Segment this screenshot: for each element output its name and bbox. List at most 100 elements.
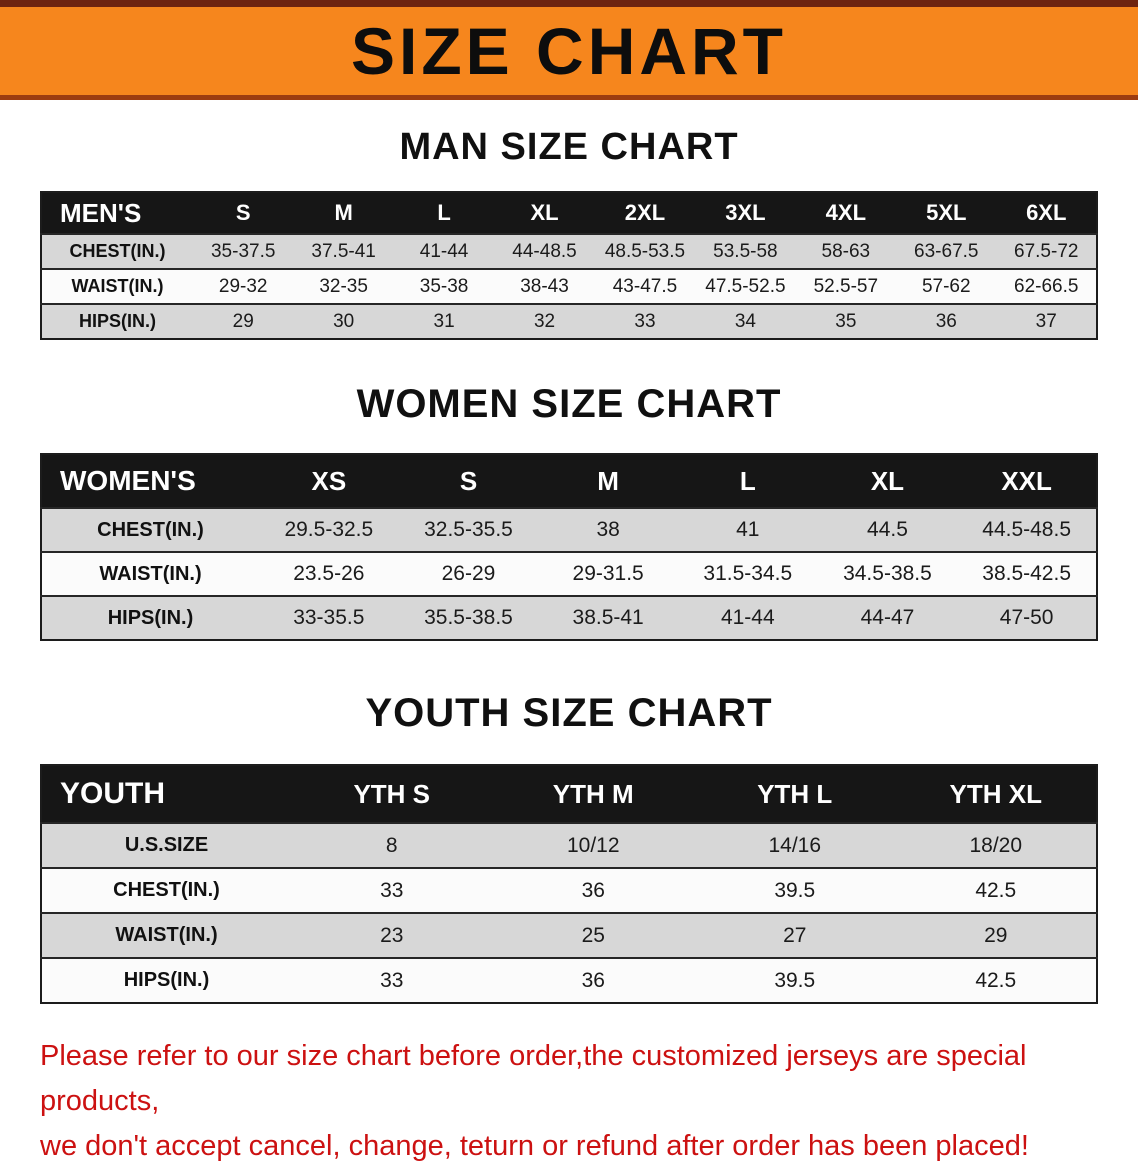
size-value-cell: 47.5-52.5: [705, 275, 786, 297]
size-value-cell: 62-66.5: [1014, 275, 1079, 297]
size-value-cell: 33: [634, 310, 656, 332]
men-size-section: MAN SIZE CHART MEN'S S M L XL 2XL 3XL 4XL 5XL 6XL…: [0, 126, 1138, 340]
size-value-cell: 41: [736, 518, 760, 541]
size-column-header: 2XL: [594, 192, 696, 234]
size-value-cell: 32-35: [319, 275, 368, 297]
size-value-cell: 44-48.5: [512, 240, 577, 262]
table-row: HIPS(IN.) 33-35.5 35.5-38.5 38.5-41 41-44 44-…: [41, 596, 1097, 640]
youth-size-section: YOUTH SIZE CHART YOUTH YTH S YTH M YTH L YTH…: [0, 691, 1138, 1004]
men-section-heading: MAN SIZE CHART: [399, 126, 739, 168]
size-value-cell: 29.5-32.5: [284, 518, 374, 541]
size-value-cell: 52.5-57: [813, 275, 879, 297]
table-row: WAIST(IN.) 29-32 32-35 35-38 38-43 43-47.5 47.…: [41, 269, 1097, 304]
size-value-cell: 43-47.5: [612, 275, 678, 297]
size-column-header: L: [393, 192, 495, 234]
measurement-label: HIPS(IN.): [107, 606, 194, 629]
size-value-cell: 38-43: [520, 275, 569, 297]
banner-title: SIZE CHART: [351, 14, 787, 88]
size-value-cell: 29-32: [218, 275, 268, 297]
size-value-cell: 57-62: [921, 275, 971, 297]
table-corner-label: YOUTH: [41, 765, 291, 823]
size-value-cell: 31.5-34.5: [703, 562, 793, 585]
size-value-cell: 35.5-38.5: [424, 606, 513, 629]
table-row: WAIST(IN.) 23 25 27 29: [41, 913, 1097, 958]
women-size-section: WOMEN SIZE CHART WOMEN'S XS S M L XL XXL CHEST(…: [0, 382, 1138, 641]
size-value-cell: 58-63: [821, 240, 871, 262]
size-value-cell: 14/16: [768, 833, 822, 857]
size-value-cell: 32.5-35.5: [424, 518, 513, 541]
size-value-cell: 35: [835, 310, 857, 332]
size-value-cell: 42.5: [975, 968, 1017, 992]
size-column-header: S: [193, 192, 294, 234]
size-value-cell: 37.5-41: [311, 240, 376, 262]
size-value-cell: 63-67.5: [914, 240, 979, 262]
measurement-label: CHEST(IN.): [69, 241, 166, 261]
measurement-label: CHEST(IN.): [97, 518, 204, 541]
size-value-cell: 29: [232, 310, 254, 332]
table-row: HIPS(IN.) 29 30 31 32 33 34 35 36 37: [41, 304, 1097, 339]
size-value-cell: 8: [385, 833, 398, 857]
size-column-header: YTH XL: [895, 765, 1097, 823]
size-column-header: YTH M: [492, 765, 694, 823]
table-row: CHEST(IN.) 29.5-32.5 32.5-35.5 38 41 44.5 44.5…: [41, 508, 1097, 552]
size-value-cell: 47-50: [999, 606, 1054, 629]
size-value-cell: 35-38: [419, 275, 469, 297]
size-value-cell: 32: [533, 310, 556, 332]
size-column-header: 6XL: [996, 192, 1097, 234]
measurement-label: WAIST(IN.): [115, 924, 218, 946]
size-value-cell: 44.5: [867, 518, 908, 541]
size-value-cell: 42.5: [975, 878, 1017, 902]
size-value-cell: 39.5: [774, 968, 816, 992]
size-value-cell: 29-31.5: [572, 562, 644, 585]
size-column-header: XS: [259, 454, 399, 508]
table-row: CHEST(IN.) 33 36 39.5 42.5: [41, 868, 1097, 913]
size-value-cell: 36: [581, 878, 605, 902]
size-value-cell: 35-37.5: [210, 240, 276, 262]
size-column-header: M: [293, 192, 394, 234]
size-column-header: 4XL: [795, 192, 897, 234]
men-size-table: MEN'S S M L XL 2XL 3XL 4XL 5XL 6XL CHEST(IN.) 35-37…: [40, 191, 1098, 340]
size-value-cell: 26-29: [441, 562, 496, 585]
measurement-label: CHEST(IN.): [113, 879, 220, 901]
size-value-cell: 41-44: [419, 240, 469, 262]
measurement-label: HIPS(IN.): [123, 969, 210, 991]
size-value-cell: 48.5-53.5: [604, 240, 686, 262]
table-row: CHEST(IN.) 35-37.5 37.5-41 41-44 44-48.5 48.5…: [41, 234, 1097, 269]
size-column-header: YTH L: [694, 765, 896, 823]
size-column-header: 5XL: [896, 192, 997, 234]
size-value-cell: 33-35.5: [293, 606, 365, 629]
table-row: WAIST(IN.) 23.5-26 26-29 29-31.5 31.5-34.5 34…: [41, 552, 1097, 596]
disclaimer-line-2: we don't accept cancel, change, teturn o…: [40, 1129, 1029, 1162]
size-value-cell: 30: [333, 310, 355, 332]
size-value-cell: 38.5-41: [572, 606, 644, 629]
size-value-cell: 39.5: [774, 878, 816, 902]
measurement-label: WAIST(IN.): [71, 276, 164, 296]
size-value-cell: 25: [581, 923, 605, 947]
size-value-cell: 31: [433, 310, 455, 332]
size-value-cell: 10/12: [566, 833, 620, 857]
size-column-header: XL: [494, 192, 595, 234]
size-value-cell: 44-47: [860, 606, 915, 629]
size-value-cell: 29: [984, 923, 1008, 947]
footer-disclaimer: Please refer to our size chart before or…: [40, 1034, 1098, 1169]
women-size-table: WOMEN'S XS S M L XL XXL CHEST(IN.) 29.5-32.5 32.5…: [40, 453, 1098, 641]
women-section-heading: WOMEN SIZE CHART: [356, 382, 782, 426]
size-column-header: YTH S: [291, 765, 493, 823]
size-chart-banner: SIZE CHART: [0, 0, 1138, 100]
size-value-cell: 34: [734, 310, 756, 332]
size-value-cell: 36: [581, 968, 605, 992]
size-value-cell: 33: [380, 968, 404, 992]
youth-section-heading: YOUTH SIZE CHART: [365, 691, 773, 735]
size-value-cell: 18/20: [969, 833, 1023, 857]
table-row: U.S.SIZE 8 10/12 14/16 18/20: [41, 823, 1097, 868]
size-column-header: M: [538, 454, 678, 508]
size-value-cell: 23.5-26: [293, 562, 365, 585]
size-value-cell: 37: [1035, 310, 1057, 332]
size-value-cell: 53.5-58: [713, 240, 778, 262]
table-row: HIPS(IN.) 33 36 39.5 42.5: [41, 958, 1097, 1003]
youth-size-table: YOUTH YTH S YTH M YTH L YTH XL U.S.SIZE 8 10/12…: [40, 764, 1098, 1004]
size-value-cell: 23: [380, 923, 404, 947]
size-column-header: 3XL: [695, 192, 796, 234]
measurement-label: HIPS(IN.): [78, 311, 156, 331]
table-header-row: WOMEN'S XS S M L XL XXL: [41, 454, 1097, 508]
